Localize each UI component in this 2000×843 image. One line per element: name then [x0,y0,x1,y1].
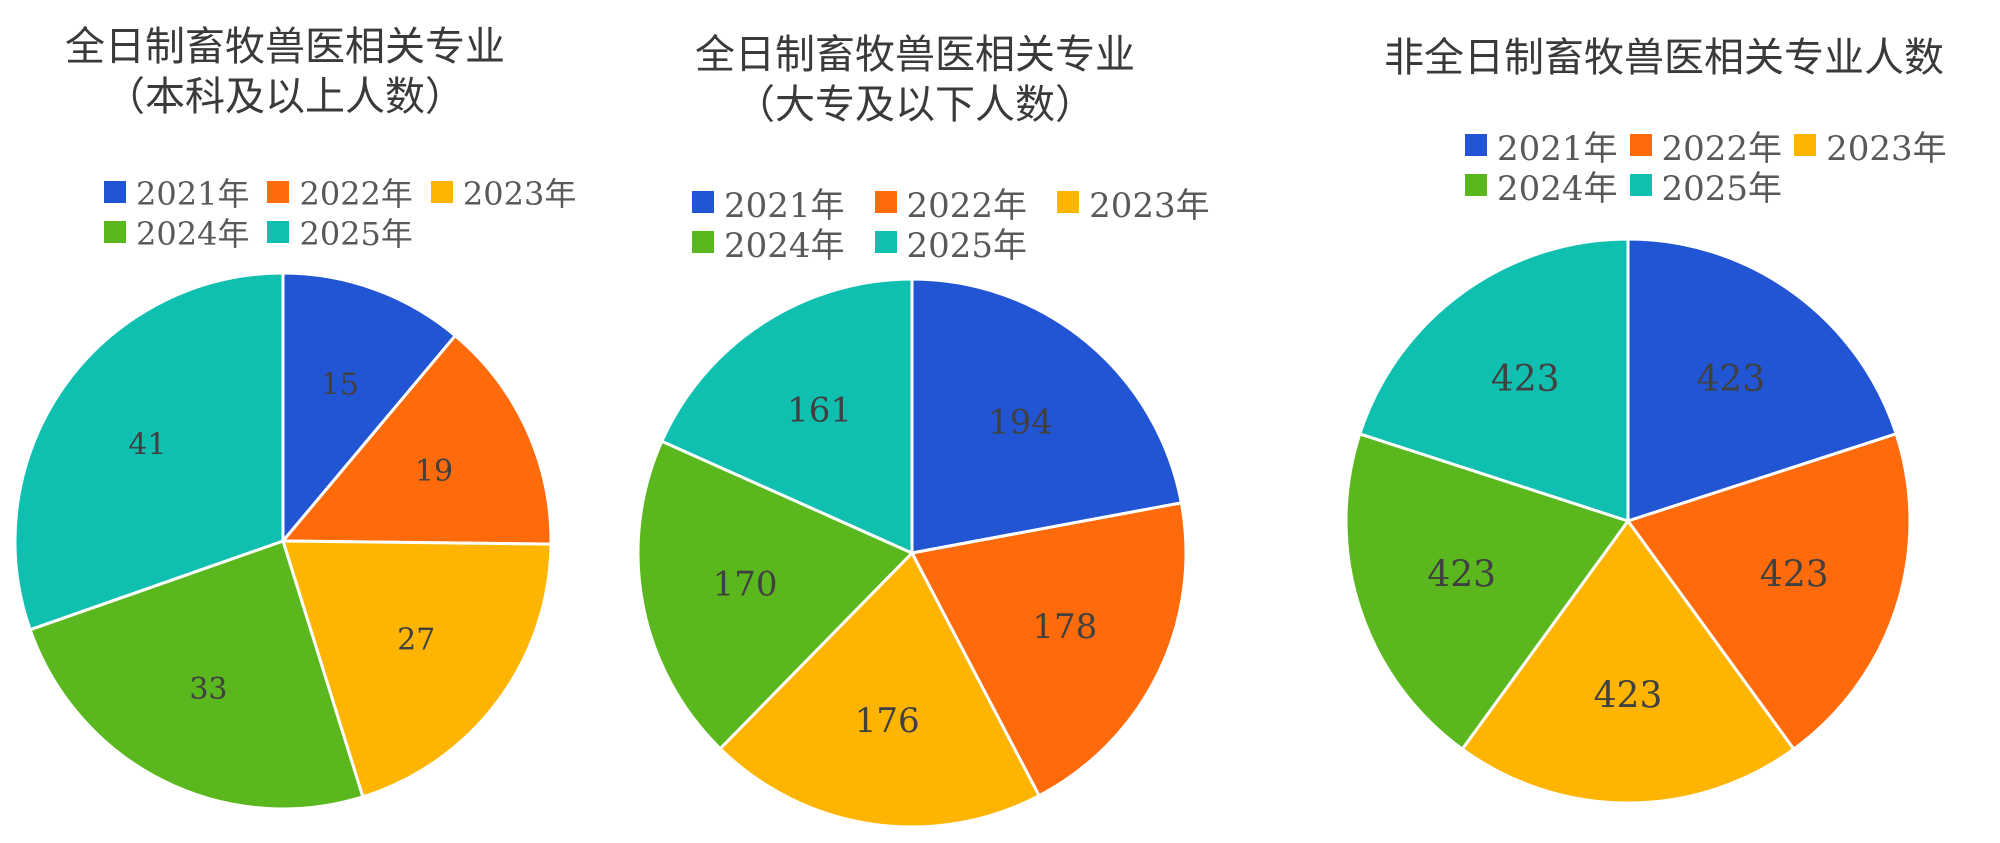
pie-slice-2021年 [281,271,458,546]
data-label-2023年: 27 [397,623,435,658]
legend-swatch [692,191,714,213]
data-label-2022年: 19 [415,454,453,489]
legend-item-2025: 2025年 [1629,161,1783,210]
data-label-2021年: 15 [321,367,359,402]
data-label-2021年: 423 [1696,359,1765,400]
data-label-2024年: 423 [1427,555,1496,596]
pie-slice-2023年 [718,550,1042,829]
legend-label: 2025年 [906,225,1028,266]
legend-swatch [1629,134,1652,156]
pie-slice-2022年 [279,333,553,546]
legend-item-2022: 2022年 [1629,121,1783,170]
chart-panel-1: 全日制畜牧兽医相关专业 （本科及以上人数） 2021年 2022年 2023年 … [0,0,576,843]
legend-item-2022: 2022年 [267,169,413,215]
pie-slice-2023年 [280,539,553,799]
legend-label: 2023年 [1826,128,1947,169]
legend-swatch [1794,134,1817,156]
legend-swatch [692,231,714,253]
pie-slice-2021年 [910,277,1184,555]
legend-item-2024: 2024年 [1465,161,1618,210]
legend-swatch [267,181,290,203]
legend-swatch [104,221,126,243]
legend-item-2023: 2023年 [430,169,577,215]
chart-legend: 2021年 2022年 2023年 2024年 2025年 [692,182,1228,266]
chart-title-line-2: （本科及以上人数） [105,74,465,120]
legend-item-2022: 2022年 [874,178,1028,227]
pie-chart-1: 15 19 27 33 41 [13,271,553,811]
pie-slice-2021年 [1626,237,1899,524]
chart-title-line-2: （大专及以下人数） [735,82,1095,128]
pie-slice-2025年 [13,271,285,632]
legend-item-2024: 2024年 [104,209,249,255]
legend-swatch [874,191,897,213]
legend-swatch [267,221,290,243]
chart-panel-2: 全日制畜牧兽医相关专业 （大专及以下人数） 2021年 2022年 2023年 … [630,0,1210,843]
pie-slice-2023年 [1460,518,1796,805]
legend-label: 2024年 [136,215,250,253]
legend-swatch [1465,174,1487,196]
legend-item-2021: 2021年 [692,178,845,227]
legend-label: 2022年 [1661,128,1783,169]
legend-item-2025: 2025年 [874,218,1028,267]
chart-title-line-1: 全日制畜牧兽医相关专业 [695,32,1135,78]
data-label-2024年: 33 [189,672,227,707]
chart-legend: 2021年 2022年 2023年 2024年 2025年 [104,169,594,255]
legend-swatch [1057,191,1080,213]
data-label-2022年: 423 [1760,555,1829,596]
legend-swatch [874,231,897,253]
pie-chart-3: 423 423 423 423 423 [1344,237,1912,805]
legend-swatch [1629,174,1652,196]
chart-title: 非全日制畜牧兽医相关专业人数 [1384,33,2000,83]
pie-slice-2025年 [1357,237,1630,524]
legend-label: 2022年 [299,175,413,213]
legend-label: 2024年 [724,225,845,266]
chart-title-line-1: 全日制畜牧兽医相关专业 [65,24,505,70]
legend-label: 2023年 [1089,185,1210,226]
legend-label: 2022年 [906,185,1028,226]
chart-title: 全日制畜牧兽医相关专业 （本科及以上人数） [0,22,570,122]
data-label-2025年: 161 [787,390,852,430]
pie-slice-2025年 [659,277,914,556]
data-label-2024年: 170 [713,565,778,605]
legend-item-2021: 2021年 [1465,121,1618,170]
legend-swatch [430,181,453,203]
legend-label: 2021年 [724,185,845,226]
legend-swatch [104,181,126,203]
legend-label: 2021年 [136,175,250,213]
legend-label: 2023年 [462,175,577,213]
pie-slice-2022年 [909,501,1188,798]
legend-label: 2024年 [1497,168,1618,209]
data-label-2025年: 423 [1491,359,1560,400]
pie-chart-2: 194 178 176 170 161 [636,277,1188,829]
data-label-2021年: 194 [988,402,1053,442]
data-label-2022年: 178 [1032,607,1097,647]
data-label-2023年: 423 [1594,675,1663,716]
pie-slice-2024年 [28,539,365,811]
legend-item-2023: 2023年 [1794,121,1947,170]
legend-item-2021: 2021年 [104,169,249,215]
legend-item-2024: 2024年 [692,218,845,267]
chart-title-line-1: 非全日制畜牧兽医相关专业人数 [1384,35,1944,81]
pie-slice-2022年 [1625,431,1912,752]
legend-item-2023: 2023年 [1057,178,1210,227]
pie-slice-2024年 [1344,431,1631,752]
chart-panel-3: 非全日制畜牧兽医相关专业人数 2021年 2022年 2023年 2024年 2… [1330,0,2000,843]
legend-swatch [1465,134,1487,156]
data-label-2023年: 176 [855,701,920,741]
pie-slice-2024年 [636,439,915,751]
legend-label: 2025年 [299,215,413,253]
legend-label: 2021年 [1497,128,1618,169]
legend-item-2025: 2025年 [267,209,413,255]
data-label-2025年: 41 [128,427,166,462]
legend-label: 2025年 [1661,168,1783,209]
chart-legend: 2021年 2022年 2023年 2024年 2025年 [1465,125,1965,209]
chart-title: 全日制畜牧兽医相关专业 （大专及以下人数） [630,30,1200,130]
